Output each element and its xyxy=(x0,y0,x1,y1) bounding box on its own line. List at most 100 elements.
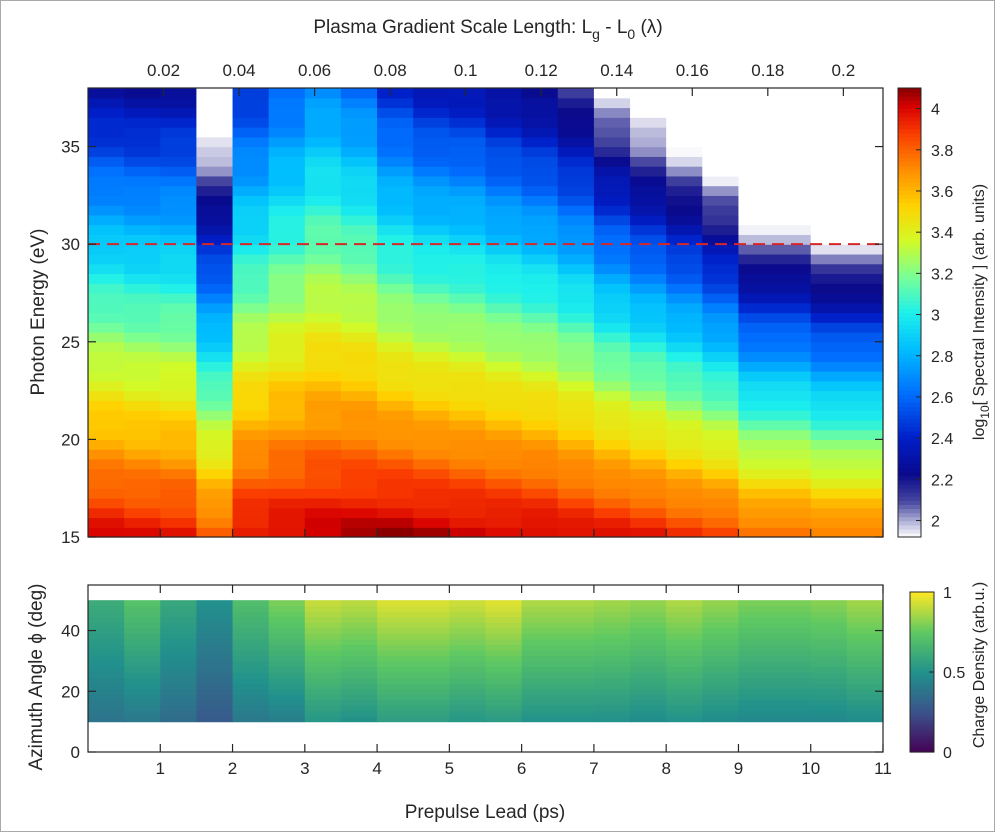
spectrum-cell xyxy=(413,351,450,362)
charge-cell xyxy=(846,699,884,706)
colorbar-swatch xyxy=(898,263,921,269)
charge-cell xyxy=(268,688,306,695)
spectrum-cell xyxy=(666,361,703,372)
spectrum-cell xyxy=(304,527,342,538)
charge-cell xyxy=(232,638,270,645)
spectrum-cell xyxy=(124,117,161,128)
spectrum-cell xyxy=(340,185,378,196)
colorbar-swatch xyxy=(898,88,921,93)
spectrum-cell xyxy=(304,458,342,470)
spectrum-cell xyxy=(738,224,812,236)
spectrum-cell xyxy=(160,449,198,460)
spectrum-cell xyxy=(340,361,378,372)
spectrum-cell xyxy=(88,341,125,353)
colorbar-swatch xyxy=(898,222,921,228)
spectrum-cell xyxy=(449,390,487,401)
colorbar-swatch xyxy=(898,100,921,105)
spectrum-cell xyxy=(88,175,125,187)
charge-cell xyxy=(304,694,342,701)
spectrum-cell xyxy=(557,400,595,411)
spectrum-cell xyxy=(413,175,450,187)
charge-cell xyxy=(449,710,487,717)
charge-cell xyxy=(521,649,595,656)
charge-cell xyxy=(666,600,703,607)
spectrum-cell xyxy=(557,351,595,362)
spectrum-cell xyxy=(702,507,740,519)
spectrum-cell xyxy=(630,380,667,392)
charge-cell xyxy=(593,682,631,690)
colorbar-swatch xyxy=(898,145,921,150)
spectrum-cell xyxy=(593,341,631,353)
colorbar-swatch xyxy=(898,283,921,289)
colorbar-swatch xyxy=(910,592,934,596)
spectrum-cell xyxy=(268,517,306,528)
spectrum-cell xyxy=(88,410,125,421)
charge-cell xyxy=(593,716,631,723)
spectrum-cell xyxy=(810,292,884,304)
spectrum-cell xyxy=(521,302,559,314)
charge-cell xyxy=(846,611,884,618)
spectrum-cell xyxy=(485,273,523,284)
spectrum-cell xyxy=(810,458,884,470)
charge-cell xyxy=(521,611,595,618)
charge-cell xyxy=(738,671,812,679)
charge-cell xyxy=(377,660,450,668)
spectrum-cell xyxy=(702,371,740,382)
spectrum-cell xyxy=(810,439,884,450)
spectrum-cell xyxy=(304,205,342,216)
spectrum-cell xyxy=(810,136,884,148)
spectrum-cell xyxy=(196,419,234,431)
charge-cell xyxy=(630,600,667,607)
charge-cell xyxy=(268,655,306,662)
spectrum-cell xyxy=(232,185,270,196)
charge-cell xyxy=(160,600,198,607)
spectrum-cell xyxy=(485,205,523,216)
spectrum-cell xyxy=(88,127,125,138)
spectrum-cell xyxy=(124,400,161,411)
charge-cell xyxy=(666,716,703,723)
colorbar-swatch xyxy=(898,406,921,412)
colorbar-swatch xyxy=(898,447,921,452)
spectrum-cell xyxy=(810,507,884,519)
charge-cell xyxy=(449,616,487,623)
spectrum-cell xyxy=(232,283,270,294)
spectrum-cell xyxy=(666,429,703,440)
spectrum-cell xyxy=(557,332,595,343)
spectrum-cell xyxy=(630,273,667,284)
charge-cell xyxy=(702,655,740,662)
spectrum-cell xyxy=(377,458,414,470)
spectrum-cell xyxy=(702,253,740,265)
colorbar-swatch xyxy=(898,271,921,277)
charge-cell xyxy=(196,671,234,679)
spectrum-cell xyxy=(413,371,450,382)
spectrum-cell xyxy=(485,185,523,196)
colorbar-swatch xyxy=(910,616,934,620)
spectrum-cell xyxy=(449,283,487,294)
charge-cell xyxy=(593,644,631,651)
charge-cell xyxy=(340,600,378,607)
spectrum-cell xyxy=(593,253,631,265)
charge-axes-frame xyxy=(87,584,884,753)
charge-cell xyxy=(666,622,703,629)
spectrum-cell xyxy=(340,253,378,265)
spectrum-cell xyxy=(196,146,234,157)
colorbar-swatch xyxy=(910,709,934,713)
charge-cell xyxy=(846,705,884,712)
spectrum-cell xyxy=(124,351,161,362)
colorbar-swatch xyxy=(898,153,921,158)
spectrum-cell xyxy=(702,332,740,343)
spectrum-cell xyxy=(268,380,306,392)
spectrum-cell xyxy=(377,497,414,509)
charge-cell xyxy=(521,688,595,695)
charge-cell xyxy=(377,644,450,651)
charge-cell xyxy=(630,605,667,612)
colorbar-swatch xyxy=(910,664,934,668)
spectrum-top-ticks: 0.02 0.04 0.06 0.08 0.1 0.12 0.14 0.16 0.18 0.2 xyxy=(147,61,855,96)
charge-cell xyxy=(702,694,740,701)
spectrum-cell xyxy=(521,361,559,372)
colorbar-swatch xyxy=(898,430,921,436)
spectrum-cell xyxy=(196,107,234,118)
spectrum-cell xyxy=(88,488,125,499)
spectrum-cell xyxy=(738,517,812,528)
